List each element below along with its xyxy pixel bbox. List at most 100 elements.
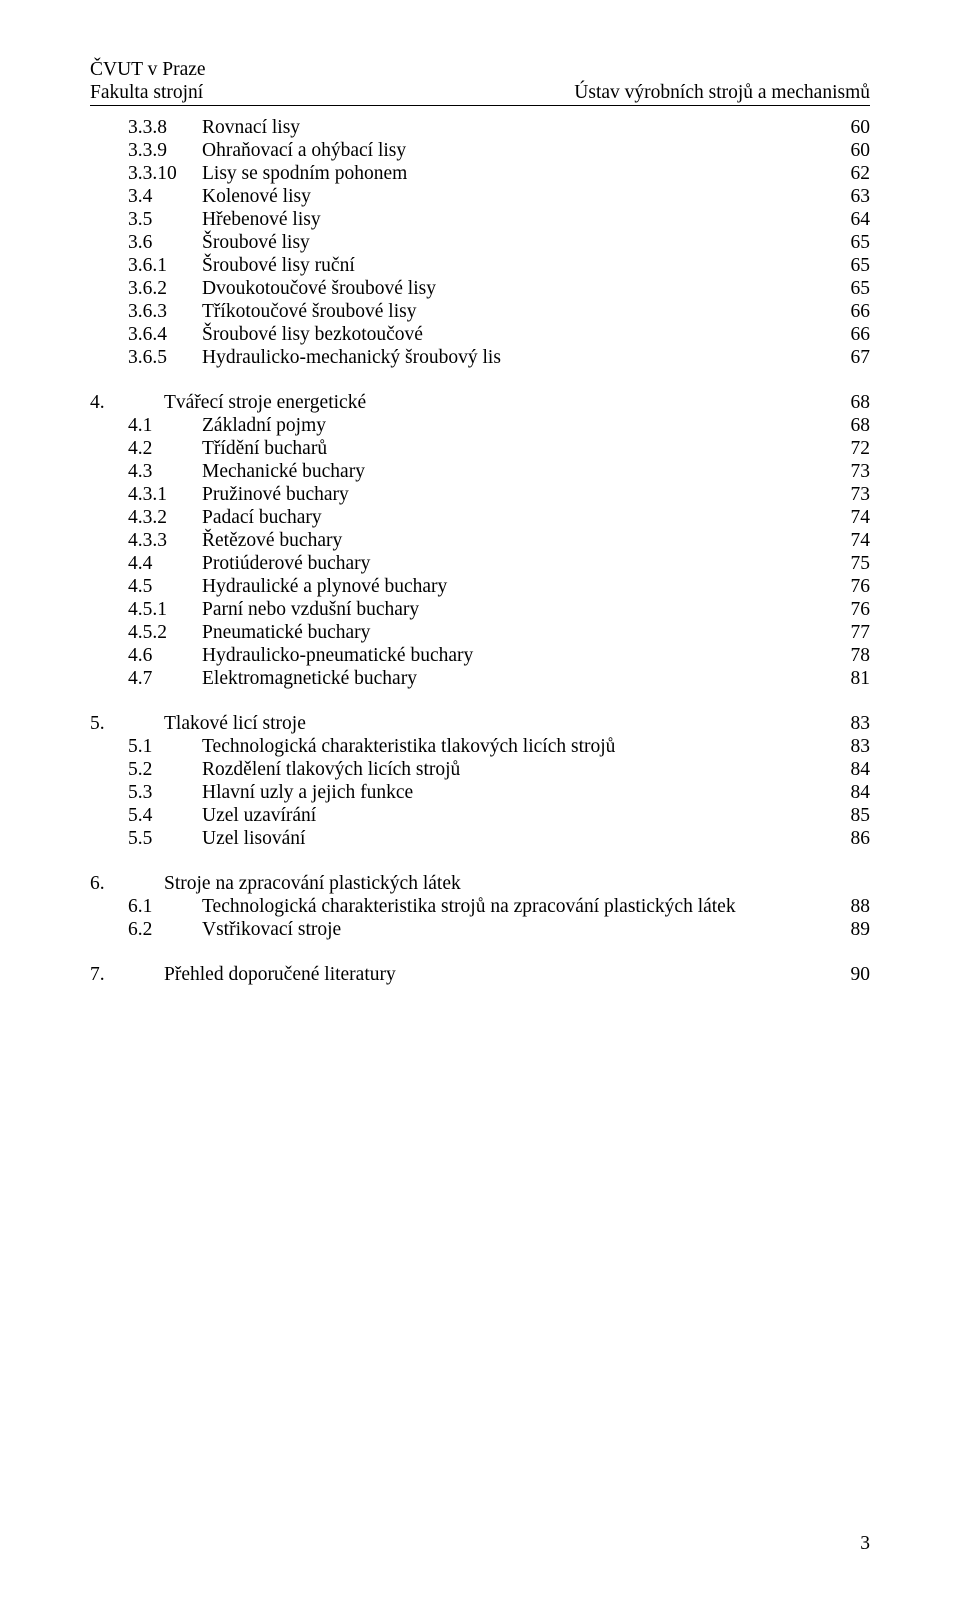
page: ČVUT v Praze Fakulta strojní Ústav výrob…	[0, 0, 960, 1613]
toc-section: 3.3.8Rovnací lisy603.3.9Ohraňovací a ohý…	[90, 116, 870, 369]
toc-num: 3.6.5	[128, 346, 202, 369]
toc-row: 4.4Protiúderové buchary75	[90, 552, 870, 575]
toc-label: 3.6.3Tříkotoučové šroubové lisy	[90, 300, 416, 323]
toc-page: 75	[835, 552, 871, 575]
table-of-contents: 3.3.8Rovnací lisy603.3.9Ohraňovací a ohý…	[90, 116, 870, 986]
toc-section: 4.Tvářecí stroje energetické684.1Základn…	[90, 391, 870, 690]
toc-page: 67	[835, 346, 871, 369]
toc-row: 4.Tvářecí stroje energetické68	[90, 391, 870, 414]
toc-num: 5.	[90, 712, 164, 735]
toc-page: 66	[835, 323, 871, 346]
toc-page: 89	[835, 918, 871, 941]
header-row-2: Fakulta strojní Ústav výrobních strojů a…	[90, 81, 870, 106]
toc-label: 5.Tlakové licí stroje	[90, 712, 306, 735]
toc-row: 6.1Technologická charakteristika strojů …	[90, 895, 870, 918]
toc-page: 81	[835, 667, 871, 690]
toc-title: Technologická charakteristika tlakových …	[202, 736, 615, 757]
toc-num: 3.3.9	[128, 139, 202, 162]
toc-title: Padací buchary	[202, 507, 322, 528]
toc-label: 3.6.1Šroubové lisy ruční	[90, 254, 355, 277]
toc-title: Vstřikovací stroje	[202, 919, 341, 940]
toc-row: 7.Přehled doporučené literatury90	[90, 963, 870, 986]
toc-label: 4.3.1Pružinové buchary	[90, 483, 349, 506]
toc-title: Šroubové lisy ruční	[202, 255, 355, 276]
toc-label: 6.2Vstřikovací stroje	[90, 918, 341, 941]
toc-row: 3.6Šroubové lisy 65	[90, 231, 870, 254]
toc-page: 74	[835, 506, 871, 529]
toc-page: 85	[835, 804, 871, 827]
toc-label: 3.4Kolenové lisy	[90, 185, 311, 208]
toc-label: 4.6Hydraulicko-pneumatické buchary	[90, 644, 473, 667]
toc-row: 3.6.2Dvoukotoučové šroubové lisy65	[90, 277, 870, 300]
toc-title: Hydraulické a plynové buchary	[202, 576, 447, 597]
toc-row: 3.5Hřebenové lisy 64	[90, 208, 870, 231]
toc-row: 4.3.2Padací buchary 74	[90, 506, 870, 529]
toc-label: 3.6Šroubové lisy	[90, 231, 310, 254]
toc-row: 4.1Základní pojmy68	[90, 414, 870, 437]
toc-num: 5.2	[128, 758, 202, 781]
toc-label: 5.1Technologická charakteristika tlakový…	[90, 735, 615, 758]
toc-title: Uzel lisování	[202, 828, 305, 849]
toc-title: Stroje na zpracování plastických látek	[164, 873, 461, 894]
toc-page: 62	[835, 162, 871, 185]
toc-label: 3.5Hřebenové lisy	[90, 208, 321, 231]
toc-num: 5.1	[128, 735, 202, 758]
toc-label: 5.2Rozdělení tlakových licích strojů	[90, 758, 460, 781]
toc-num: 5.3	[128, 781, 202, 804]
toc-title: Tlakové licí stroje	[164, 713, 306, 734]
header-right-bottom: Ústav výrobních strojů a mechanismů	[574, 81, 870, 104]
toc-label: 4.3.3Řetězové buchary	[90, 529, 342, 552]
toc-page: 72	[835, 437, 871, 460]
toc-label: 4.5Hydraulické a plynové buchary	[90, 575, 447, 598]
toc-num: 4.3.1	[128, 483, 202, 506]
toc-label: 4.3.2Padací buchary	[90, 506, 322, 529]
toc-num: 4.	[90, 391, 164, 414]
toc-row: 4.3.3Řetězové buchary 74	[90, 529, 870, 552]
toc-title: Pneumatické buchary	[202, 622, 370, 643]
toc-page: 74	[835, 529, 871, 552]
toc-num: 4.3.2	[128, 506, 202, 529]
toc-title: Řetězové buchary	[202, 530, 342, 551]
toc-num: 4.5	[128, 575, 202, 598]
toc-num: 4.3	[128, 460, 202, 483]
toc-page: 66	[835, 300, 871, 323]
toc-num: 6.1	[128, 895, 202, 918]
toc-page: 64	[835, 208, 871, 231]
toc-num: 3.5	[128, 208, 202, 231]
toc-num: 3.3.8	[128, 116, 202, 139]
toc-row: 4.3.1Pružinové buchary73	[90, 483, 870, 506]
toc-label: 4.2Třídění bucharů	[90, 437, 327, 460]
toc-label: 4.7Elektromagnetické buchary	[90, 667, 417, 690]
toc-title: Mechanické buchary	[202, 461, 365, 482]
toc-row: 4.5Hydraulické a plynové buchary76	[90, 575, 870, 598]
toc-row: 3.3.8Rovnací lisy60	[90, 116, 870, 139]
toc-num: 4.5.1	[128, 598, 202, 621]
toc-row: 4.5.2Pneumatické buchary77	[90, 621, 870, 644]
toc-row: 4.3Mechanické buchary73	[90, 460, 870, 483]
toc-num: 4.2	[128, 437, 202, 460]
toc-num: 3.6.1	[128, 254, 202, 277]
toc-page: 84	[835, 781, 871, 804]
toc-label: 5.4Uzel uzavírání	[90, 804, 316, 827]
toc-row: 4.5.1Parní nebo vzdušní buchary76	[90, 598, 870, 621]
toc-page: 88	[835, 895, 871, 918]
toc-num: 6.	[90, 872, 164, 895]
toc-section: 5.Tlakové licí stroje835.1Technologická …	[90, 712, 870, 850]
toc-page: 90	[835, 963, 871, 986]
toc-num: 3.4	[128, 185, 202, 208]
toc-label: 5.5Uzel lisování	[90, 827, 305, 850]
toc-page: 78	[835, 644, 871, 667]
toc-page: 65	[835, 231, 871, 254]
toc-row: 5.4Uzel uzavírání 85	[90, 804, 870, 827]
toc-row: 4.7Elektromagnetické buchary 81	[90, 667, 870, 690]
toc-num: 3.6.2	[128, 277, 202, 300]
toc-title: Pružinové buchary	[202, 484, 349, 505]
toc-title: Šroubové lisy bezkotoučové	[202, 324, 423, 345]
toc-title: Hlavní uzly a jejich funkce	[202, 782, 413, 803]
toc-title: Protiúderové buchary	[202, 553, 370, 574]
toc-page: 76	[835, 598, 871, 621]
toc-label: 4.Tvářecí stroje energetické	[90, 391, 366, 414]
toc-num: 6.2	[128, 918, 202, 941]
toc-page: 63	[835, 185, 871, 208]
toc-row: 6.2Vstřikovací stroje 89	[90, 918, 870, 941]
